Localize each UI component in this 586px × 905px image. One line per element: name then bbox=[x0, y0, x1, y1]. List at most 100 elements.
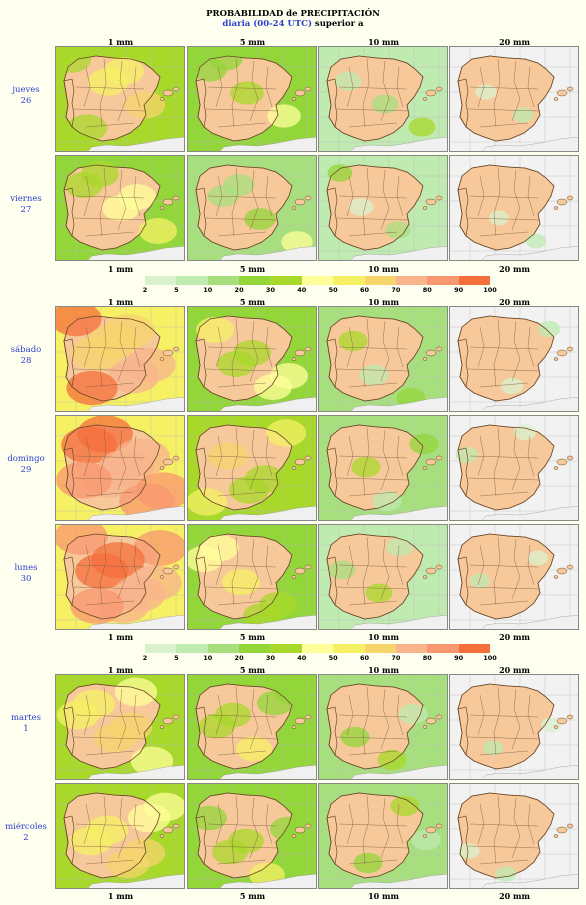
page-subtitle: diaria (00-24 UTC) superior a bbox=[0, 19, 586, 29]
island bbox=[435, 195, 443, 201]
day-name: lunes bbox=[14, 563, 38, 573]
island bbox=[566, 346, 574, 352]
legend-tick-label: 5 bbox=[174, 286, 179, 294]
map-svg bbox=[319, 675, 447, 779]
probability-map bbox=[449, 46, 579, 152]
island bbox=[553, 575, 559, 579]
africa-coast bbox=[87, 764, 184, 779]
probability-map bbox=[318, 674, 448, 780]
day-name: domingo bbox=[7, 454, 45, 464]
province-borders bbox=[467, 795, 541, 865]
probability-area bbox=[377, 749, 407, 771]
legend-tick-label: 90 bbox=[454, 286, 464, 294]
probability-area bbox=[133, 530, 184, 566]
legend-tick-label: 50 bbox=[328, 286, 338, 294]
island bbox=[553, 206, 559, 210]
probability-map bbox=[449, 415, 579, 521]
island bbox=[304, 564, 312, 570]
probability-area bbox=[109, 712, 153, 742]
map-svg bbox=[319, 156, 447, 260]
legend-tick-label: 40 bbox=[297, 654, 307, 662]
africa-coast bbox=[350, 873, 447, 888]
island bbox=[291, 206, 297, 210]
africa-coast bbox=[481, 873, 578, 888]
threshold-header: 20 mm bbox=[499, 632, 530, 642]
coastline bbox=[63, 792, 161, 879]
island bbox=[425, 567, 437, 575]
threshold-header: 20 mm bbox=[499, 297, 530, 307]
threshold-header: 1 mm bbox=[107, 37, 134, 47]
probability-area bbox=[70, 588, 124, 624]
legend-tick-label: 2 bbox=[142, 286, 148, 294]
legend-tick-label: 70 bbox=[391, 654, 401, 662]
probability-map bbox=[55, 674, 185, 780]
africa-coast bbox=[481, 136, 578, 151]
color-legend bbox=[145, 644, 490, 653]
island bbox=[304, 346, 312, 352]
province-borders bbox=[467, 318, 541, 388]
island bbox=[425, 826, 437, 834]
coastline bbox=[195, 792, 293, 879]
legend-swatch bbox=[395, 644, 428, 653]
coastline bbox=[195, 164, 293, 251]
threshold-header: 5 mm bbox=[239, 891, 266, 901]
coastline bbox=[195, 55, 293, 142]
probability-area bbox=[72, 689, 116, 719]
island bbox=[556, 89, 568, 97]
legend-swatch bbox=[176, 644, 208, 653]
probability-area bbox=[230, 81, 264, 105]
probability-area bbox=[351, 456, 381, 478]
legend-swatch bbox=[145, 276, 177, 285]
legend-swatch bbox=[207, 644, 240, 653]
island bbox=[422, 725, 428, 729]
threshold-header: 1 mm bbox=[107, 632, 134, 642]
island bbox=[159, 357, 165, 361]
map-svg bbox=[450, 784, 578, 888]
probability-map bbox=[187, 674, 317, 780]
probability-area bbox=[201, 535, 239, 561]
province-borders bbox=[73, 58, 147, 128]
probability-area bbox=[128, 565, 182, 601]
threshold-header: 20 mm bbox=[499, 891, 530, 901]
threshold-header: 5 mm bbox=[239, 665, 266, 675]
day-number: 30 bbox=[20, 574, 32, 584]
legend-tick-label: 30 bbox=[265, 286, 275, 294]
probability-map bbox=[449, 155, 579, 261]
coastline bbox=[326, 424, 424, 511]
legend-swatch bbox=[427, 644, 459, 653]
africa-coast bbox=[350, 245, 447, 260]
legend-swatch bbox=[239, 644, 271, 653]
probability-map bbox=[318, 155, 448, 261]
probability-map bbox=[449, 783, 579, 889]
legend-swatch bbox=[395, 276, 428, 285]
threshold-header: 5 mm bbox=[239, 632, 266, 642]
legend-tick-label: 100 bbox=[483, 654, 497, 662]
legend-tick-label: 10 bbox=[203, 654, 213, 662]
day-label: jueves 26 bbox=[0, 85, 52, 107]
probability-area bbox=[139, 218, 177, 244]
province-borders bbox=[467, 427, 541, 497]
province-borders bbox=[336, 686, 410, 756]
legend-tick-label: 80 bbox=[422, 654, 432, 662]
threshold-header: 1 mm bbox=[107, 264, 134, 274]
day-number: 26 bbox=[20, 96, 32, 106]
probability-area bbox=[209, 47, 243, 71]
island bbox=[291, 725, 297, 729]
threshold-header: 20 mm bbox=[499, 665, 530, 675]
map-svg bbox=[56, 307, 184, 411]
legend-swatch bbox=[458, 644, 490, 653]
map-svg bbox=[188, 307, 316, 411]
coastline bbox=[63, 424, 161, 511]
coastline bbox=[326, 55, 424, 142]
probability-area bbox=[233, 340, 271, 366]
probability-area bbox=[527, 550, 549, 566]
coastline bbox=[63, 164, 161, 251]
island bbox=[294, 567, 306, 575]
island bbox=[566, 823, 574, 829]
threshold-header: 5 mm bbox=[239, 297, 266, 307]
island bbox=[304, 86, 312, 92]
probability-area bbox=[228, 828, 264, 854]
legend-swatch bbox=[270, 644, 302, 653]
island bbox=[291, 466, 297, 470]
island bbox=[291, 357, 297, 361]
